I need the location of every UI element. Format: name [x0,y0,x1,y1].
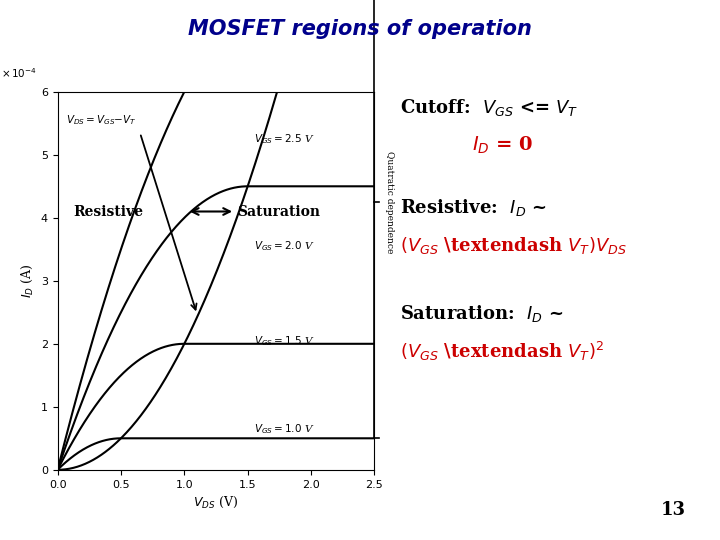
Text: MOSFET regions of operation: MOSFET regions of operation [188,19,532,39]
Text: $V_{DS}$$= V_{GS}$$-V_T$: $V_{DS}$$= V_{GS}$$-V_T$ [66,113,137,127]
Text: Cutoff:  $V_{GS}$ <= $V_T$: Cutoff: $V_{GS}$ <= $V_T$ [400,98,578,118]
Text: $V_{GS}$$= 2.5$ V: $V_{GS}$$= 2.5$ V [254,132,315,146]
X-axis label: $V_{DS}$ (V): $V_{DS}$ (V) [194,495,238,510]
Text: $\times\,10^{-4}$: $\times\,10^{-4}$ [1,66,37,80]
Text: $V_{GS}$$= 1.5$ V: $V_{GS}$$= 1.5$ V [254,334,315,348]
Text: 13: 13 [661,501,685,519]
Text: Resistive:  $I_D$ ~: Resistive: $I_D$ ~ [400,198,546,218]
Text: Quatratic dependence: Quatratic dependence [384,151,394,253]
Text: Saturation: Saturation [238,205,320,219]
Text: $(V_{GS}$ \textendash $V_T)^2$: $(V_{GS}$ \textendash $V_T)^2$ [400,340,603,362]
Text: Resistive: Resistive [73,205,143,219]
Text: $I_D$ = 0: $I_D$ = 0 [472,135,533,157]
Text: $V_{GS}$$= 1.0$ V: $V_{GS}$$= 1.0$ V [254,422,315,436]
Text: $V_{GS}$$= 2.0$ V: $V_{GS}$$= 2.0$ V [254,239,315,253]
Text: $(V_{GS}$ \textendash $V_T)V_{DS}$: $(V_{GS}$ \textendash $V_T)V_{DS}$ [400,235,626,256]
Text: Saturation:  $I_D$ ~: Saturation: $I_D$ ~ [400,303,563,323]
Y-axis label: $I_D$ (A): $I_D$ (A) [20,264,35,298]
